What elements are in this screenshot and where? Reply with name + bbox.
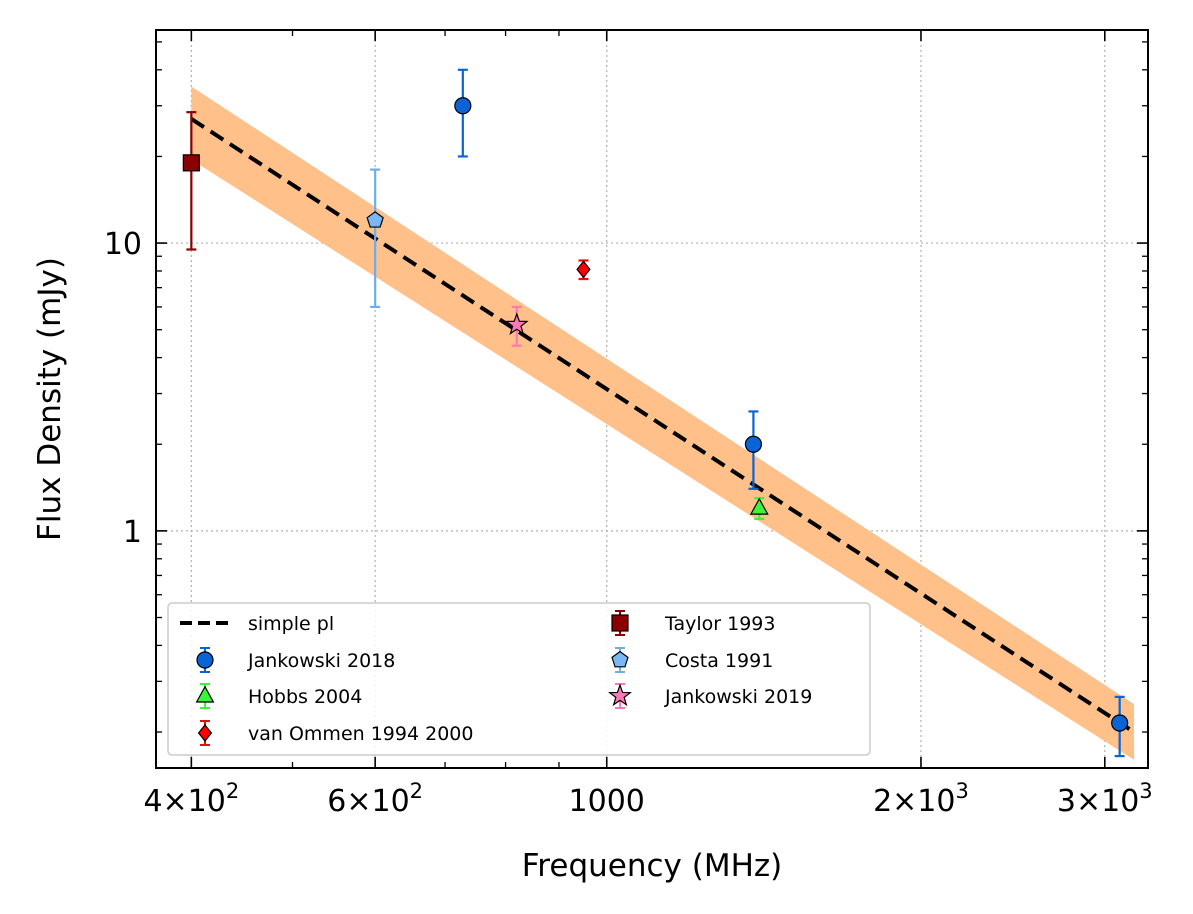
data-point: [744, 435, 763, 453]
x-tick-label-exponent: 2: [410, 779, 423, 803]
data-point: [366, 211, 384, 228]
x-tick-label: 6×102: [327, 779, 423, 819]
x-tick-label-exponent: 3: [955, 779, 968, 803]
x-tick-label-exponent: 2: [226, 779, 239, 803]
x-tick-label: 2×103: [873, 779, 969, 819]
x-tick-label-base: 2: [873, 784, 892, 819]
legend-label: Costa 1991: [665, 650, 773, 672]
x-tick-label-times: ×10: [163, 784, 226, 819]
legend: simple pl Jankowski 2018 Hobbs 2004 van Omm…: [167, 602, 871, 756]
legend-marker: [195, 685, 215, 703]
legend-label: Taylor 1993: [664, 613, 775, 635]
legend-box: [167, 602, 871, 756]
data-point: [1111, 714, 1129, 732]
x-tick-label: 1000: [569, 784, 645, 819]
x-tick-label-base: 6: [327, 784, 346, 819]
x-axis-title: Frequency (MHz): [522, 848, 783, 884]
fit-line: [190, 117, 1136, 734]
y-axis-title: Flux Density (mJy): [32, 257, 68, 541]
data-point: [182, 154, 200, 172]
x-tick-label: 3×103: [1057, 779, 1153, 819]
legend-marker: [611, 614, 629, 632]
legend-marker: [608, 683, 632, 707]
fit-line-layer: [190, 117, 1136, 734]
legend-entries: simple pl Jankowski 2018 Hobbs 2004 van Omm…: [180, 610, 812, 746]
x-tick-label-times: ×10: [892, 784, 955, 819]
data-point: [454, 97, 472, 115]
legend-label: Hobbs 2004: [248, 686, 362, 708]
x-tick-label-base: 4: [143, 784, 162, 819]
legend-label: Jankowski 2018: [247, 650, 395, 672]
data-point: [504, 312, 529, 335]
data-points-layer: [182, 68, 1129, 758]
legend-marker: [196, 651, 214, 669]
y-tick-label: 10: [104, 227, 142, 262]
data-point: [749, 497, 769, 515]
data-point: [576, 260, 591, 279]
legend-marker: [197, 724, 213, 742]
legend-label: van Ommen 1994 2000: [248, 723, 473, 745]
y-tick-label: 1: [123, 515, 142, 550]
legend-marker: [611, 650, 629, 668]
legend-label: simple pl: [248, 613, 334, 635]
x-tick-label-exponent: 3: [1139, 779, 1152, 803]
axis-ticks: [156, 30, 1148, 768]
plot-frame: [155, 29, 1149, 769]
x-tick-label-base: 3: [1057, 784, 1076, 819]
x-tick-label-times: ×10: [1076, 784, 1139, 819]
legend-label: Jankowski 2019: [664, 686, 812, 708]
x-tick-label-times: ×10: [346, 784, 409, 819]
x-tick-label: 4×102: [143, 779, 239, 819]
